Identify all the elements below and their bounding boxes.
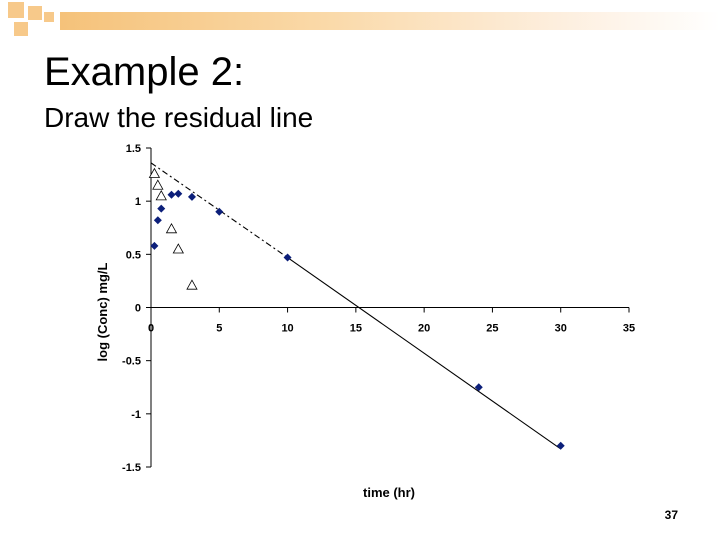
x-tick-label: 10 (281, 323, 293, 335)
data-point-diamond (283, 253, 292, 262)
data-point-diamond (187, 192, 196, 201)
y-tick-label: 0.5 (126, 249, 141, 261)
page-number: 37 (664, 508, 678, 522)
residual-point-triangle (155, 190, 167, 201)
data-point-diamond (474, 383, 483, 392)
x-tick-label: 25 (486, 323, 498, 335)
corner-square-3 (14, 22, 28, 36)
x-tick-label: 5 (216, 323, 222, 335)
x-tick-label: 0 (148, 323, 154, 335)
corner-square-2 (28, 6, 42, 20)
header-gradient-bar (60, 12, 720, 30)
y-tick-label: -0.5 (122, 356, 141, 368)
x-tick-label: 35 (623, 323, 635, 335)
residual-point-triangle (152, 179, 164, 190)
fit-lines (150, 162, 562, 450)
x-axis-title: time (hr) (363, 485, 415, 500)
data-markers (148, 167, 565, 450)
residual-point-triangle (172, 243, 184, 254)
chart-labels: -1.5 -1 -0.5 0 0.5 1 1.5 0 5 10 15 20 25 30 35 time (hr… (95, 143, 635, 500)
y-tick-label: -1 (131, 409, 141, 421)
x-tick-label: 15 (350, 323, 362, 335)
x-tick-label: 30 (555, 323, 567, 335)
y-tick-label: 1 (135, 196, 141, 208)
data-point-diamond (556, 441, 565, 450)
terminal-fit-line (287, 257, 562, 450)
data-point-diamond (167, 190, 176, 199)
chart-axes (146, 147, 630, 468)
y-tick-label: 0 (135, 303, 141, 315)
data-point-diamond (150, 241, 159, 250)
residual-point-triangle (186, 279, 198, 290)
residual-point-triangle (148, 167, 161, 178)
y-axis-title: log (Conc) mg/L (95, 262, 110, 361)
y-tick-label: -1.5 (122, 462, 141, 474)
data-point-diamond (174, 189, 183, 198)
y-tick-label: 1.5 (126, 143, 141, 155)
x-tick-label: 20 (418, 323, 430, 335)
residual-point-triangle (165, 222, 178, 234)
slide-subtitle: Draw the residual line (44, 102, 314, 133)
corner-square-4 (44, 12, 54, 22)
data-point-diamond (153, 216, 162, 225)
data-point-diamond (157, 204, 166, 213)
data-point-diamond (215, 207, 224, 216)
corner-square-1 (8, 2, 24, 18)
slide-title: Example 2: (44, 50, 245, 94)
